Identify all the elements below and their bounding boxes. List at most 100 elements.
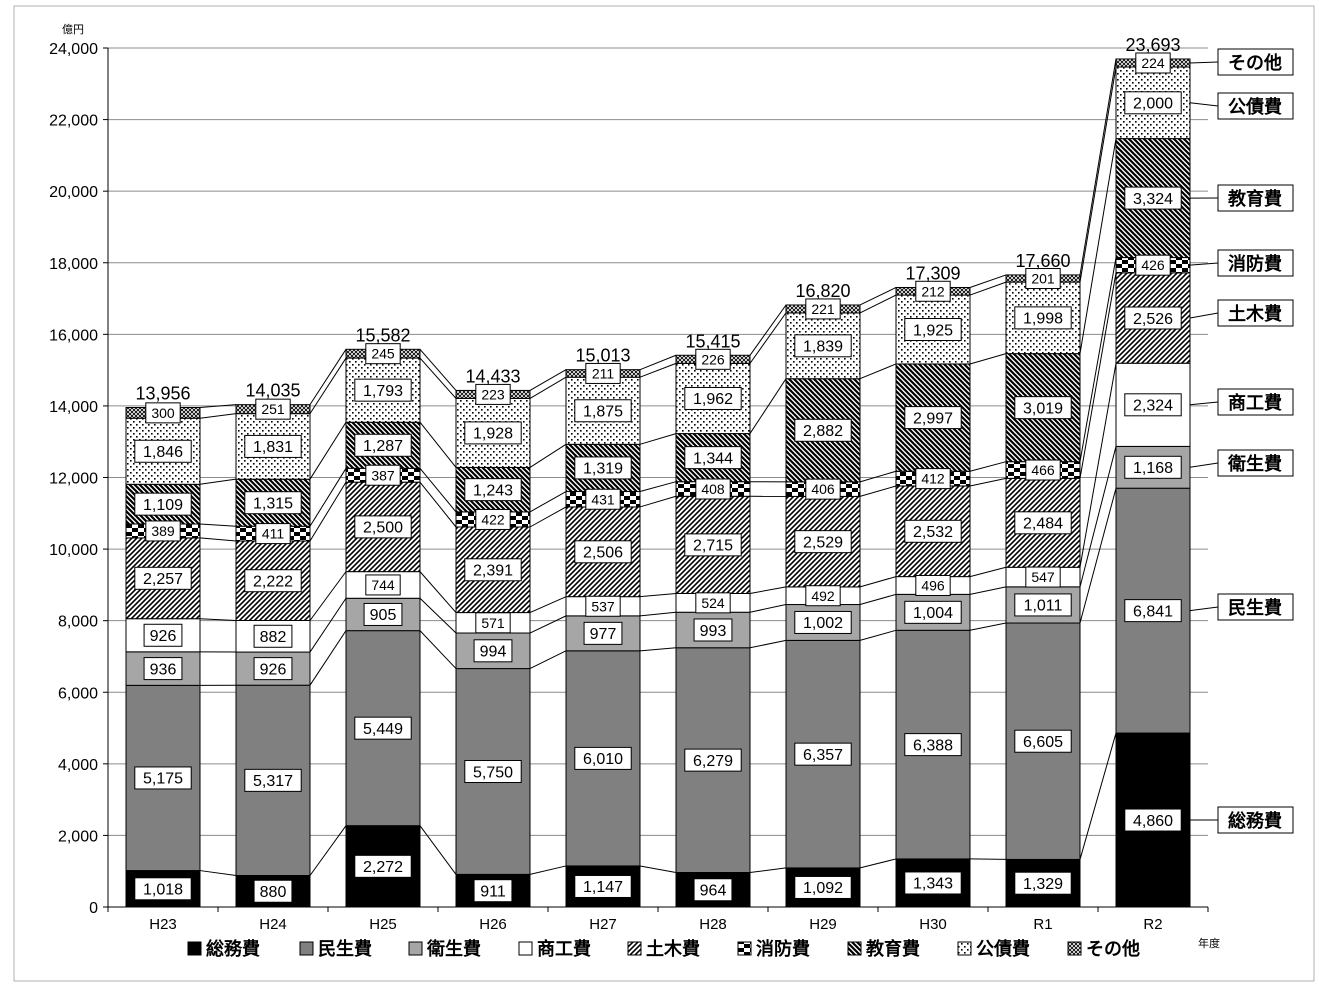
y-tick-label: 8,000 (58, 614, 98, 631)
data-label-box (145, 402, 181, 424)
x-tick-label: H23 (149, 916, 177, 933)
data-label-box (473, 639, 513, 663)
data-label-box (244, 434, 302, 458)
connector-line (309, 357, 347, 414)
series-leader-line (1189, 262, 1219, 266)
data-label-box (1124, 306, 1182, 330)
x-tick-label: H27 (589, 916, 617, 933)
data-label-box (134, 766, 192, 790)
data-label: 3,324 (1133, 191, 1173, 208)
connector-line (199, 478, 237, 485)
data-label: 993 (700, 623, 727, 640)
data-label-box (354, 433, 412, 457)
connector-line (859, 576, 897, 588)
total-label: 15,013 (575, 346, 630, 366)
connector-line (859, 485, 897, 497)
y-tick-label: 16,000 (49, 327, 98, 344)
connector-line (419, 421, 457, 468)
data-label: 1,329 (1023, 876, 1063, 893)
data-label: 2,526 (1133, 311, 1173, 328)
connector-line (529, 865, 567, 875)
series-label-box (1217, 299, 1294, 327)
connector-line (309, 630, 347, 686)
data-label-box (1135, 52, 1171, 74)
connector-line (199, 870, 237, 876)
data-label-box (695, 348, 731, 370)
series-leader-line (1189, 606, 1219, 612)
data-label: 1,846 (143, 444, 183, 461)
data-label-box (1025, 459, 1061, 481)
y-tick-label: 6,000 (58, 685, 98, 702)
data-label: 524 (701, 595, 725, 611)
data-label-box (1124, 393, 1182, 417)
connector-line (199, 618, 237, 621)
connector-line (309, 421, 347, 480)
data-label-box (805, 478, 841, 500)
data-label-box (1124, 186, 1182, 210)
total-label: 14,035 (245, 381, 300, 401)
data-label-box (794, 875, 852, 899)
y-tick-label: 2,000 (58, 828, 98, 845)
data-label-box (904, 318, 962, 342)
data-label-box (134, 566, 192, 590)
data-label-box (794, 334, 852, 358)
total-label: 14,433 (465, 366, 520, 386)
data-label: 406 (811, 481, 835, 497)
data-label-box (684, 446, 742, 470)
data-label-box (244, 569, 302, 593)
connector-line (639, 647, 677, 652)
data-label: 1,839 (803, 339, 843, 356)
connector-line (749, 604, 787, 613)
data-label: 2,506 (583, 545, 623, 562)
data-label: 2,882 (803, 423, 843, 440)
data-label: 1,004 (913, 605, 953, 622)
data-label-box (354, 378, 412, 402)
data-label: 1,343 (913, 876, 953, 893)
y-tick-label: 12,000 (49, 471, 98, 488)
data-label-box (915, 280, 951, 302)
connector-line (749, 867, 787, 873)
data-label: 2,272 (363, 859, 403, 876)
data-label-box (583, 621, 623, 645)
legend-label: 商工費 (537, 938, 591, 960)
data-label-box (1124, 91, 1182, 115)
data-label: 1,831 (253, 439, 293, 456)
series-label-box (1217, 249, 1294, 277)
legend-label: 民生費 (318, 938, 372, 960)
data-label: 223 (481, 386, 505, 402)
connector-line (639, 354, 677, 371)
data-label: 6,605 (1023, 734, 1063, 751)
data-label-box (1014, 729, 1072, 753)
data-label: 408 (701, 481, 725, 497)
data-label: 221 (811, 301, 835, 317)
data-label: 1,315 (253, 495, 293, 512)
data-label: 5,449 (363, 721, 403, 738)
data-label-box (684, 533, 742, 557)
connector-line (969, 622, 1007, 631)
data-label-box (794, 742, 852, 766)
connector-line (419, 481, 457, 528)
data-label: 426 (1141, 257, 1165, 273)
connector-line (859, 858, 897, 869)
data-label-box (695, 592, 731, 614)
data-label-box (253, 879, 293, 903)
legend-swatch (1067, 941, 1082, 956)
connector-line (529, 443, 567, 468)
connector-line (309, 597, 347, 653)
data-label-box (1135, 254, 1171, 276)
total-label: 15,582 (355, 325, 410, 345)
data-label-box (574, 456, 632, 480)
connector-line (199, 413, 237, 419)
connector-line (969, 586, 1007, 595)
data-label: 936 (150, 661, 177, 678)
data-label-box (464, 558, 522, 582)
data-label: 2,715 (693, 538, 733, 555)
connector-line (859, 294, 897, 314)
connector-line (1079, 488, 1117, 624)
y-tick-label: 18,000 (49, 256, 98, 273)
connector-line (639, 495, 677, 508)
series-label-box (1217, 806, 1294, 834)
data-label-box (1025, 268, 1061, 290)
data-label-box (255, 523, 291, 545)
